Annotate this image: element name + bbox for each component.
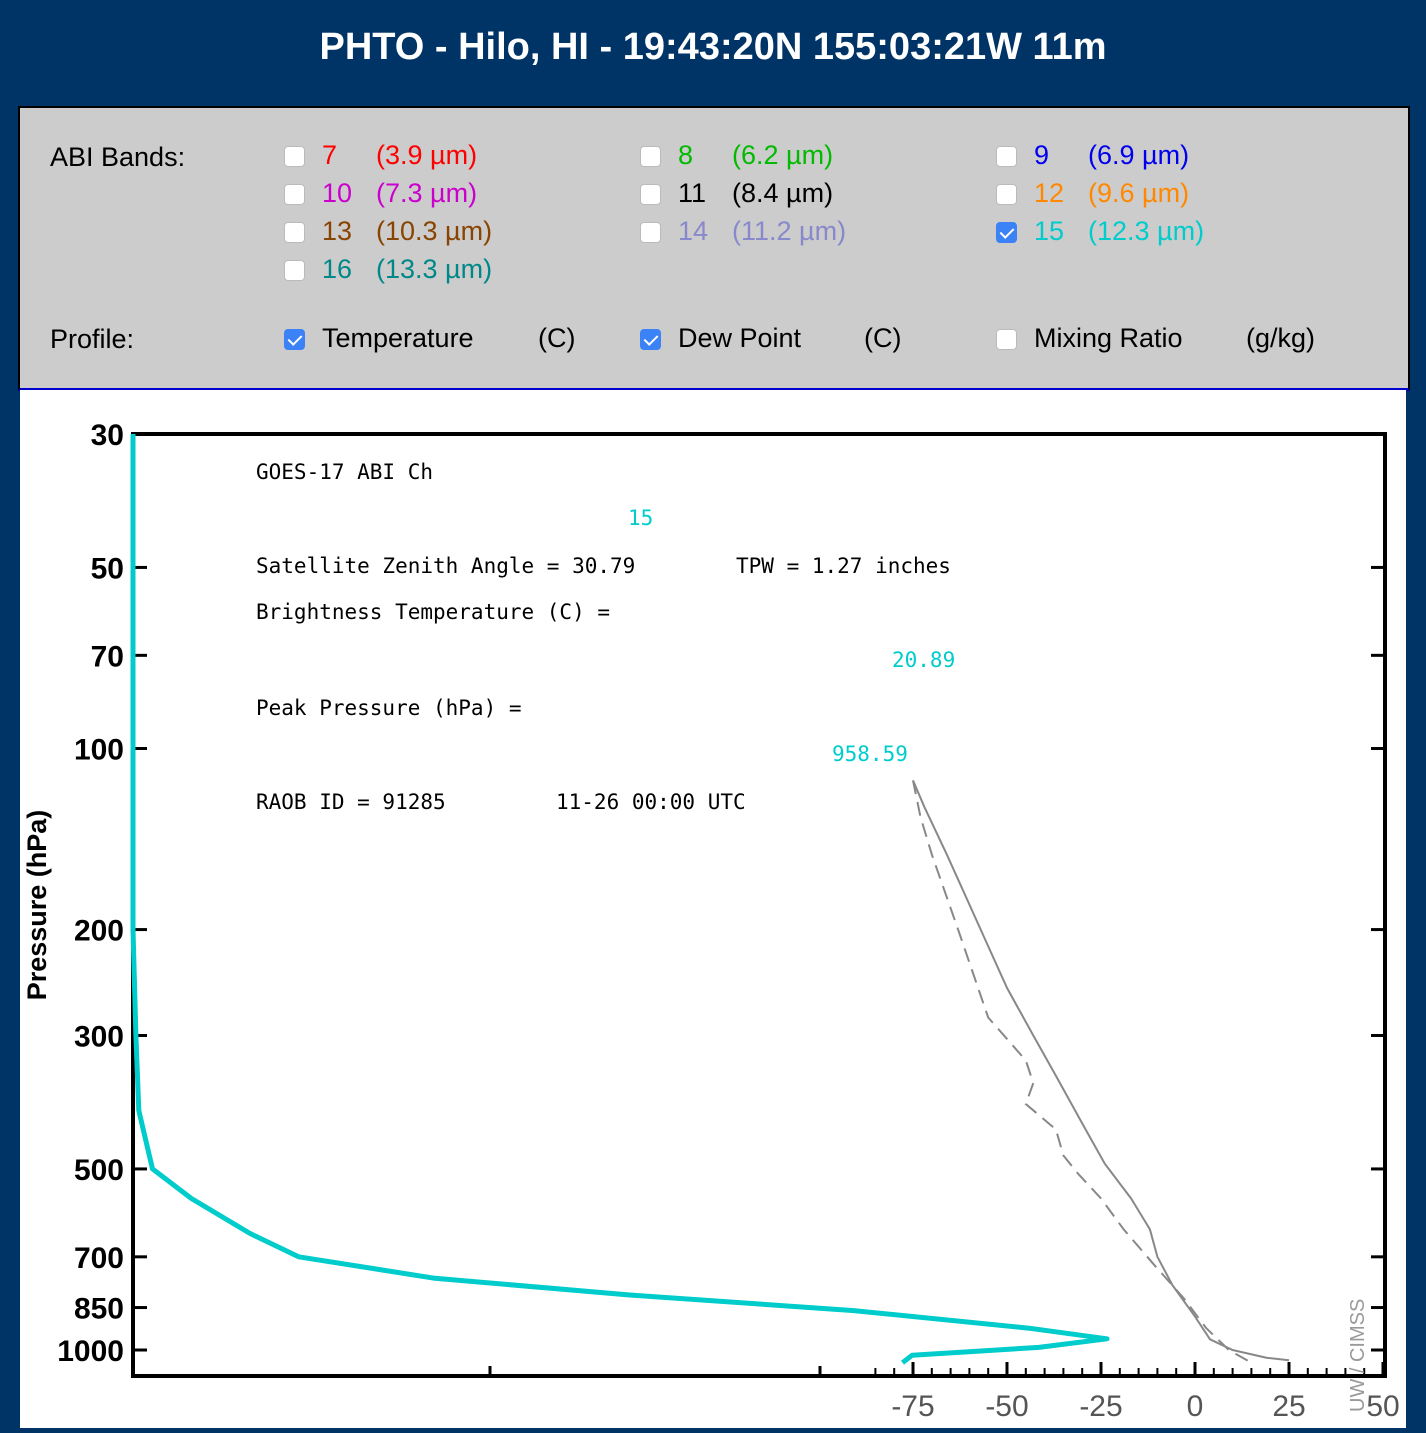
band-13-checkbox[interactable] bbox=[284, 222, 305, 243]
band-11-wavelength: (8.4 µm) bbox=[732, 178, 834, 208]
mixing-ratio-checkbox[interactable] bbox=[996, 329, 1017, 350]
band-15-wavelength: (12.3 µm) bbox=[1088, 216, 1205, 246]
y-tick-label-1000: 1000 bbox=[57, 1335, 124, 1368]
x-tick-label-25: 25 bbox=[1272, 1390, 1305, 1423]
temperature-checkbox[interactable] bbox=[284, 329, 305, 350]
annotation-zenith: Satellite Zenith Angle = 30.79 bbox=[256, 554, 635, 578]
band-9-number: 9 bbox=[1034, 140, 1050, 170]
abi-bands-label: ABI Bands: bbox=[50, 142, 186, 172]
page-title: PHTO - Hilo, HI - 19:43:20N 155:03:21W 1… bbox=[319, 26, 1107, 68]
temperature-unit: (C) bbox=[538, 323, 576, 353]
band-11-number: 11 bbox=[678, 178, 707, 208]
y-tick-label-70: 70 bbox=[91, 640, 124, 673]
x-tick-label--50: -50 bbox=[985, 1390, 1028, 1423]
band-12-number: 12 bbox=[1034, 178, 1065, 208]
x-tick-label-0: 0 bbox=[1187, 1390, 1204, 1423]
dew-point-profile-line bbox=[912, 780, 1252, 1364]
mixing-ratio-unit: (g/kg) bbox=[1246, 323, 1316, 353]
band-7-checkbox[interactable] bbox=[284, 146, 305, 167]
band-16-number: 16 bbox=[322, 254, 353, 284]
band-16-checkbox[interactable] bbox=[284, 260, 305, 281]
x-tick-label--25: -25 bbox=[1079, 1390, 1122, 1423]
annotation-time: 11-26 00:00 UTC bbox=[556, 790, 746, 814]
band-9-wavelength: (6.9 µm) bbox=[1088, 140, 1190, 170]
annotation-peak-value: 958.59 bbox=[832, 742, 908, 766]
annotation-bt-value: 20.89 bbox=[892, 648, 955, 672]
y-tick-label-200: 200 bbox=[74, 915, 124, 948]
band-11-checkbox[interactable] bbox=[640, 184, 661, 205]
y-tick-label-100: 100 bbox=[74, 734, 124, 767]
band-14-number: 14 bbox=[678, 216, 709, 246]
band-12-checkbox[interactable] bbox=[996, 184, 1017, 205]
annotation-channel: 15 bbox=[628, 506, 653, 530]
y-tick-label-50: 50 bbox=[91, 552, 124, 585]
y-tick-label-700: 700 bbox=[74, 1242, 124, 1275]
sounding-chart: 30 50 70 100 200 300 500 700 850 1000 Pressure (hP… bbox=[20, 390, 1406, 1428]
x-tick-label-50: 50 bbox=[1366, 1390, 1399, 1423]
annotation-raob: RAOB ID = 91285 bbox=[256, 790, 446, 814]
y-axis-label: Pressure (hPa) bbox=[22, 810, 52, 1001]
band-13-wavelength: (10.3 µm) bbox=[376, 216, 493, 246]
y-tick-label-300: 300 bbox=[74, 1020, 124, 1053]
mixing-ratio-label: Mixing Ratio bbox=[1034, 323, 1183, 353]
profile-label: Profile: bbox=[50, 324, 135, 354]
band-15-number: 15 bbox=[1034, 216, 1065, 246]
temperature-profile-line bbox=[912, 780, 1290, 1362]
band-13-number: 13 bbox=[322, 216, 353, 246]
band-7-wavelength: (3.9 µm) bbox=[376, 140, 478, 170]
band-8-number: 8 bbox=[678, 140, 694, 170]
y-tick-label-850: 850 bbox=[74, 1293, 124, 1326]
band-12-wavelength: (9.6 µm) bbox=[1088, 178, 1190, 208]
band-10-checkbox[interactable] bbox=[284, 184, 305, 205]
band-10-number: 10 bbox=[322, 178, 353, 208]
annotation-title: GOES-17 ABI Ch bbox=[256, 460, 433, 484]
weighting-function-line bbox=[130, 434, 1110, 1365]
band-14-wavelength: (11.2 µm) bbox=[732, 216, 847, 246]
x-tick-label--75: -75 bbox=[891, 1390, 934, 1423]
y-tick-label-500: 500 bbox=[74, 1154, 124, 1187]
controls-panel: ABI Bands: Profile: 7 (3.9 µm) 8 (6.2 µm) 9 (… bbox=[18, 106, 1410, 391]
band-8-checkbox[interactable] bbox=[640, 146, 661, 167]
band-10-wavelength: (7.3 µm) bbox=[376, 178, 478, 208]
annotation-peak-label: Peak Pressure (hPa) = bbox=[256, 696, 522, 720]
credit-label: UW / CIMSS bbox=[1347, 1299, 1369, 1412]
annotation-tpw: TPW = 1.27 inches bbox=[736, 554, 951, 578]
y-tick-label-30: 30 bbox=[91, 419, 124, 452]
band-16-wavelength: (13.3 µm) bbox=[376, 254, 493, 284]
dew-point-checkbox[interactable] bbox=[640, 329, 661, 350]
band-14-checkbox[interactable] bbox=[640, 222, 661, 243]
band-15-checkbox[interactable] bbox=[996, 222, 1017, 243]
temperature-label: Temperature bbox=[322, 323, 474, 353]
band-8-wavelength: (6.2 µm) bbox=[732, 140, 834, 170]
band-9-checkbox[interactable] bbox=[996, 146, 1017, 167]
annotation-bt-label: Brightness Temperature (C) = bbox=[256, 600, 610, 624]
dew-point-unit: (C) bbox=[864, 323, 902, 353]
dew-point-label: Dew Point bbox=[678, 323, 802, 353]
band-7-number: 7 bbox=[322, 140, 338, 170]
